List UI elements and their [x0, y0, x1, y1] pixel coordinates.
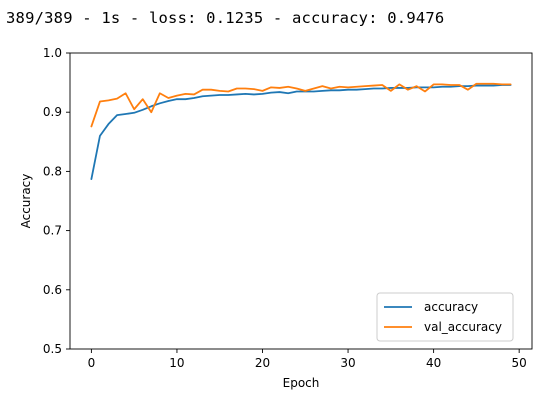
x-tick-label: 40 [426, 356, 441, 370]
y-tick-label: 0.8 [43, 164, 62, 178]
x-tick-label: 0 [88, 356, 96, 370]
training-log-line: 389/389 - 1s - loss: 0.1235 - accuracy: … [6, 9, 445, 27]
y-axis-label: Accuracy [19, 174, 33, 229]
legend-label-val-accuracy: val_accuracy [424, 320, 502, 334]
legend-label-accuracy: accuracy [424, 300, 478, 314]
x-tick-label: 30 [340, 356, 355, 370]
series-line-val-accuracy [90, 82, 512, 128]
series-line-accuracy [90, 84, 512, 181]
y-tick-label: 0.5 [43, 342, 62, 356]
y-tick-label: 0.7 [43, 224, 62, 238]
legend: accuracy val_accuracy [376, 292, 514, 342]
y-tick-label: 1.0 [43, 46, 62, 60]
x-axis-label: Epoch [283, 376, 320, 390]
legend-box [376, 292, 514, 342]
series-lines [90, 82, 512, 181]
x-tick-label: 10 [169, 356, 184, 370]
y-tick-label: 0.9 [43, 105, 62, 119]
x-tick-label: 50 [512, 356, 527, 370]
x-tick-label: 20 [255, 356, 270, 370]
x-axis-ticks: 0 10 20 30 40 50 [88, 349, 527, 370]
y-tick-label: 0.6 [43, 283, 62, 297]
plot-frame [69, 52, 533, 350]
y-axis-ticks: 0.5 0.6 0.7 0.8 0.9 1.0 [43, 46, 70, 356]
